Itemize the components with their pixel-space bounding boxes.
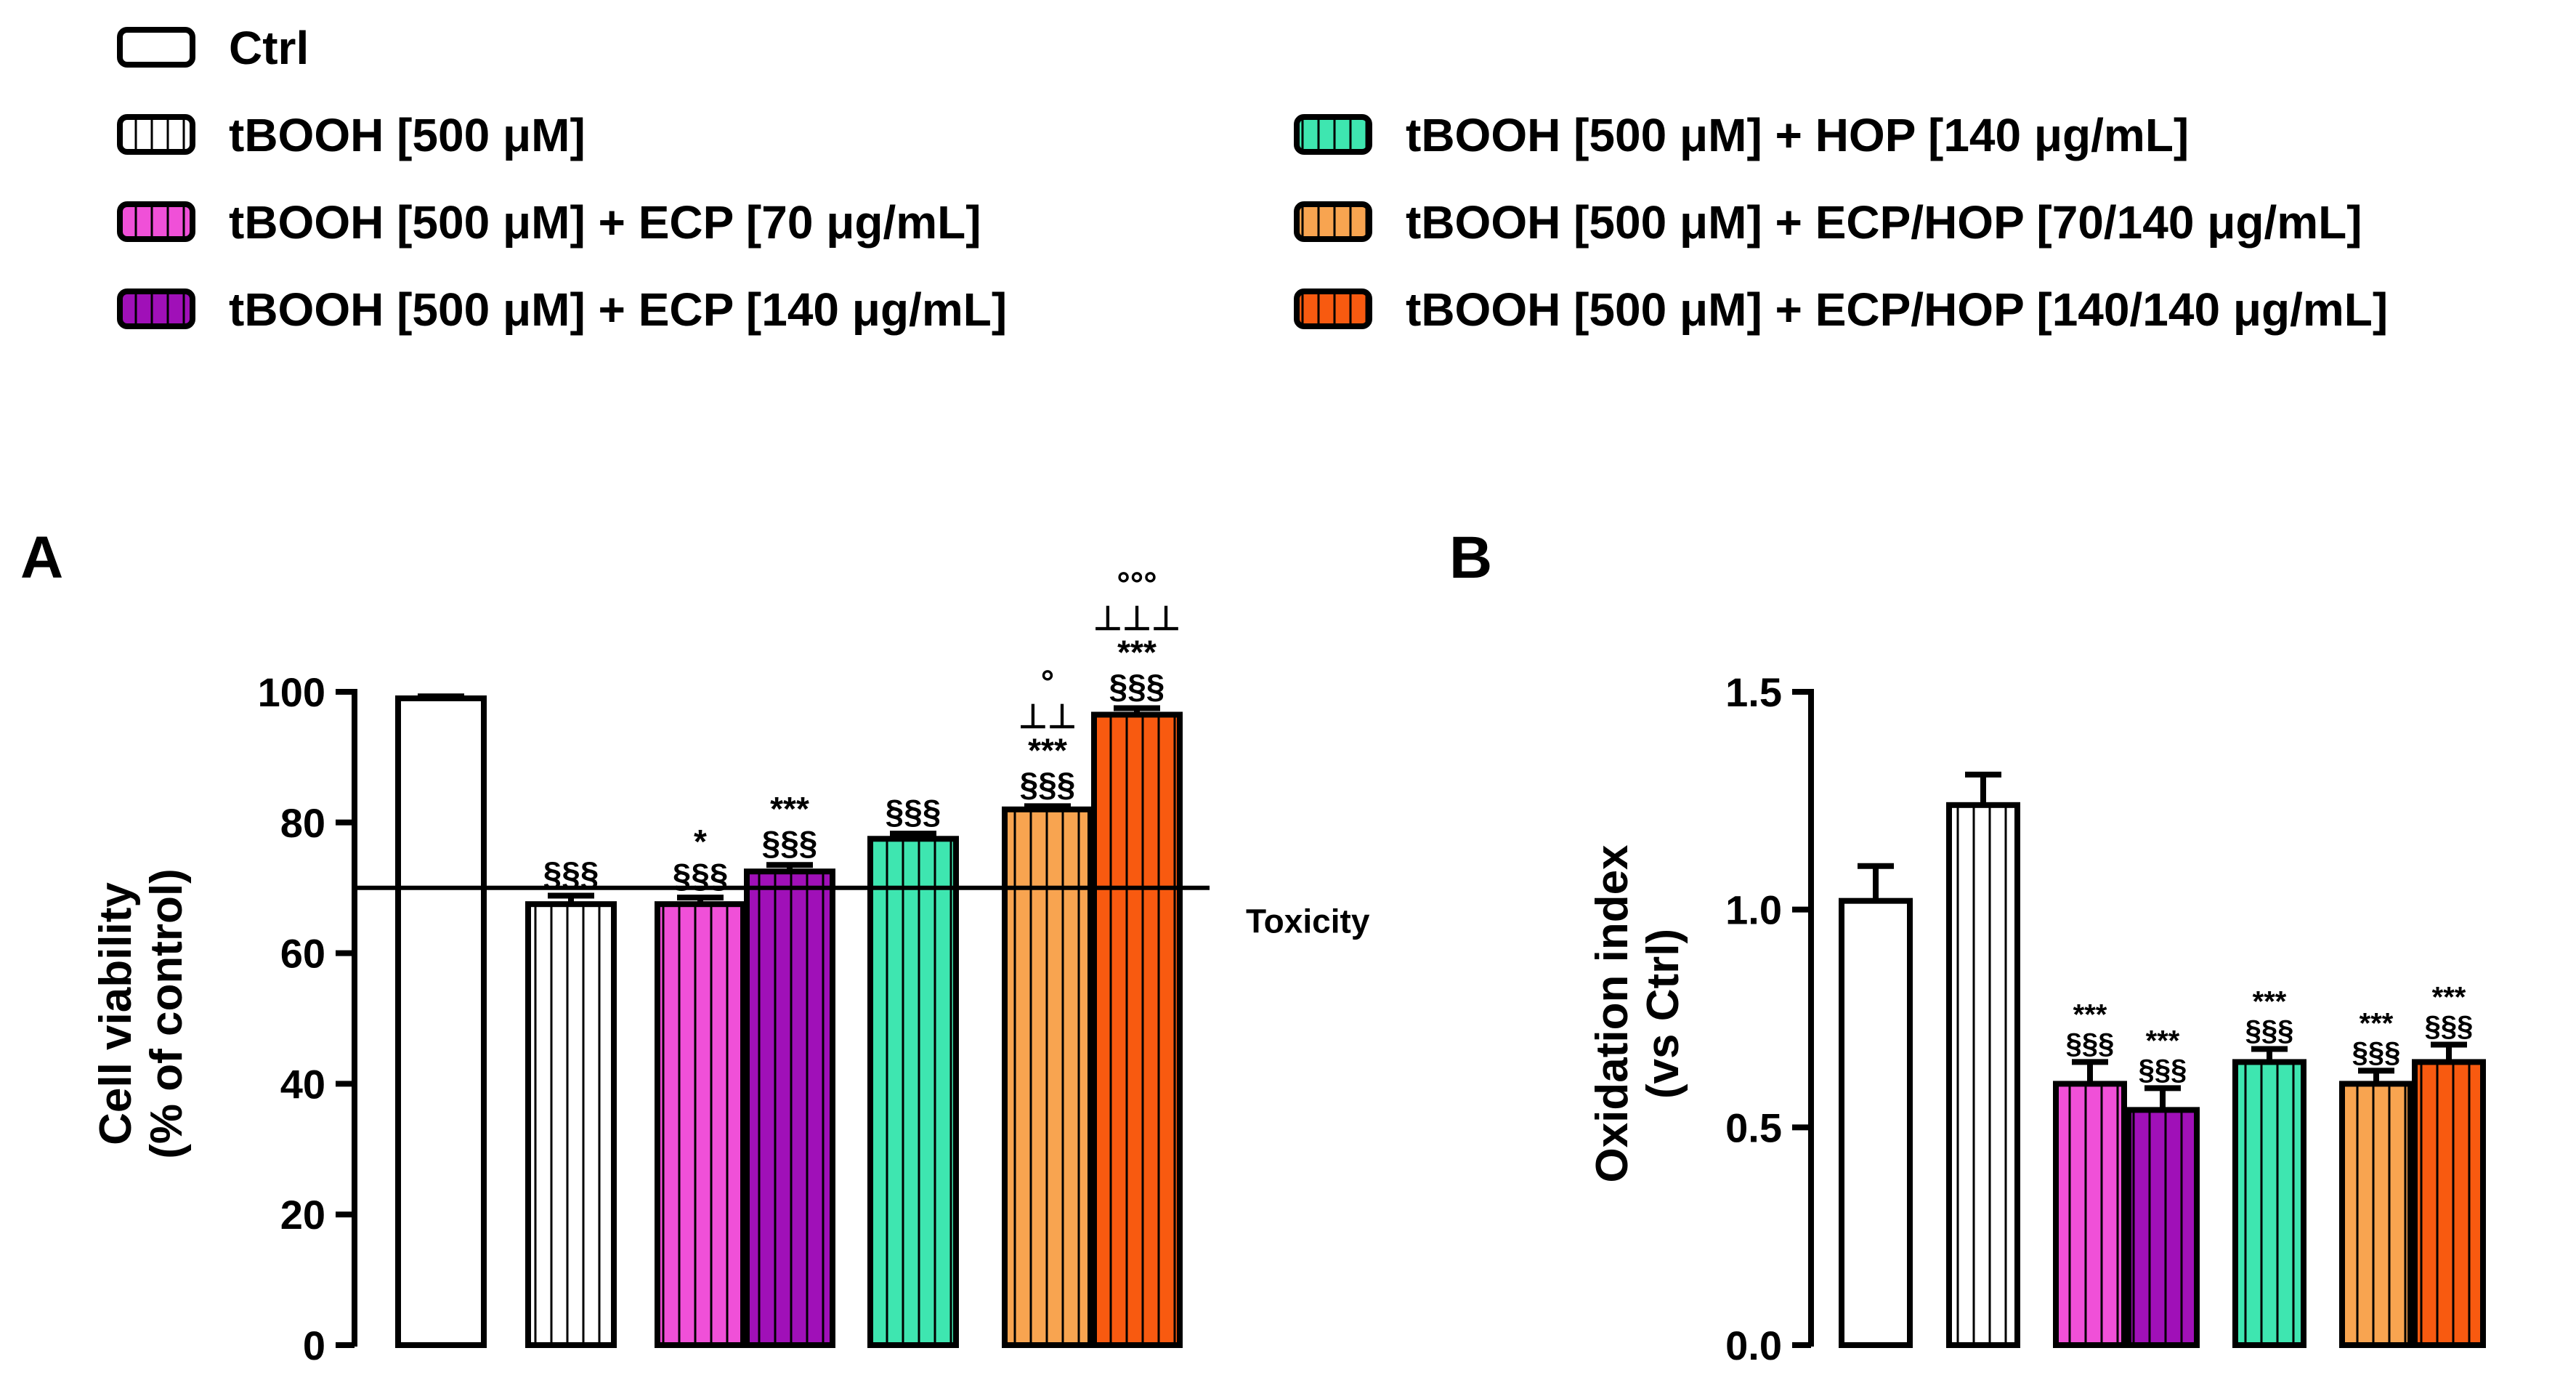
significance-label: *** [2432,981,2466,1013]
bar-group: §§§***⊥⊥⊥°°° [1091,565,1183,1348]
panel-b-oxidation-index-chart: B Oxidation index (vs Ctrl) 0.0 0.5 1.0 1.5… [1449,525,2486,1368]
significance-label: *** [2073,998,2107,1030]
bar [1842,900,1910,1345]
bar-stripes [657,904,743,1345]
bar-group: §§§* [655,823,746,1349]
bar-group: §§§*** [2339,1007,2413,1349]
panel-a-y-axis-title-line1: Cell viability [91,882,141,1145]
bar-stripes [2235,1062,2304,1345]
significance-label: §§§ [2352,1036,2401,1068]
bar-group: §§§ [525,855,617,1349]
legend-item: Ctrl [117,22,309,74]
bar-group: §§§***⊥⊥° [1002,663,1093,1348]
significance-label: ⊥⊥⊥ [1093,599,1180,637]
bar-stripes [1094,714,1180,1345]
bar-group [1839,863,1913,1349]
y-tick-label: 1.5 [1725,669,1782,715]
significance-label: *** [770,790,809,828]
bar-group: §§§*** [744,790,835,1348]
significance-label: *** [2146,1025,2180,1057]
legend-label: tBOOH [500 μM] + ECP [70 μg/mL] [229,196,981,249]
y-tick-label: 0 [303,1323,325,1368]
legend: Ctrl tBOOH [500 μM] tBOOH [500 μM] + ECP [… [117,22,2388,336]
y-tick-label: 20 [280,1192,325,1238]
significance-label: ⊥⊥ [1018,697,1077,735]
legend-item: tBOOH [500 μM] + ECP [140 μg/mL] [117,283,1007,336]
bar [398,698,484,1345]
significance-label: *** [2253,985,2287,1017]
bar-stripes [528,904,614,1345]
legend-label: tBOOH [500 μM] [229,109,586,161]
bar-stripes [2342,1084,2410,1345]
panel-a-label: A [20,525,63,591]
significance-label: §§§ [2425,1010,2474,1042]
panel-b-y-axis-title-line1: Oxidation index [1587,844,1637,1183]
legend-label: tBOOH [500 μM] + ECP/HOP [140/140 μg/mL] [1406,283,2388,336]
legend-swatch-stripes [1300,207,1366,236]
significance-label: * [694,823,707,860]
legend-swatch-stripes [1300,294,1366,323]
legend-item: tBOOH [500 μM] + ECP [70 μg/mL] [117,196,981,249]
bar-stripes [1949,804,2017,1345]
legend-label: tBOOH [500 μM] + HOP [140 μg/mL] [1406,109,2189,161]
significance-label: ° [1041,663,1054,701]
bar-group: §§§*** [2053,998,2127,1349]
legend-item: tBOOH [500 μM] + HOP [140 μg/mL] [1294,109,2189,161]
significance-label: §§§ [1020,765,1076,803]
significance-label: §§§ [1109,667,1165,705]
bar-stripes [2129,1110,2197,1345]
legend-swatch-stripes [123,207,190,236]
legend-swatch-stripes [1300,120,1366,149]
toxicity-label: Toxicity [1246,903,1370,940]
legend-swatch [117,27,195,68]
significance-label: °°° [1117,565,1157,602]
y-tick-label: 80 [280,800,325,846]
significance-label: *** [1117,633,1157,671]
significance-label: §§§ [2139,1054,2187,1086]
y-tick-label: 0.0 [1725,1323,1782,1368]
bar-stripes [870,839,956,1345]
y-tick-label: 100 [258,669,325,715]
y-tick-label: 0.5 [1725,1105,1782,1150]
bar-stripes [2056,1084,2124,1345]
y-tick-label: 40 [280,1061,325,1107]
panel-b-label: B [1449,525,1492,591]
legend-label: tBOOH [500 μM] + ECP/HOP [70/140 μg/mL] [1406,196,2362,249]
bar-group [395,693,487,1348]
panel-a-y-axis-title-line2: (% of control) [142,868,192,1159]
legend-item: tBOOH [500 μM] + ECP/HOP [70/140 μg/mL] [1294,196,2362,249]
legend-swatch-stripes [123,294,190,323]
bar-stripes [2415,1062,2483,1345]
bar-group: §§§*** [2412,981,2486,1349]
y-tick-label: 1.0 [1725,887,1782,933]
legend-label: Ctrl [229,22,309,74]
legend-item: tBOOH [500 μM] [117,109,586,161]
legend-swatch-stripes [123,120,190,149]
panel-b-y-axis-title-line2: (vs Ctrl) [1638,929,1688,1099]
bar-group: §§§*** [2232,985,2306,1349]
significance-label: §§§ [2245,1014,2294,1046]
panel-b-marks: 0.00.51.01.5§§§***§§§*** §§§***§§§*** §§§*… [1725,669,2486,1368]
legend-label: tBOOH [500 μM] + ECP [140 μg/mL] [229,283,1007,336]
significance-label: §§§ [886,793,941,831]
bar-group: §§§*** [2126,1025,2200,1348]
bar-stripes [747,871,833,1345]
legend-item: tBOOH [500 μM] + ECP/HOP [140/140 μg/mL] [1294,283,2388,336]
bar-group: §§§ [867,793,959,1348]
significance-label: *** [2360,1007,2394,1039]
y-tick-label: 60 [280,931,325,977]
significance-label: §§§ [762,824,818,862]
significance-label: *** [1028,731,1067,769]
significance-label: §§§ [2066,1028,2115,1060]
bar-group [1946,771,2020,1348]
bar-stripes [1005,809,1090,1345]
panel-a-cell-viability-chart: A Cell viability (% of control) 0 20 40 60 8… [20,525,1370,1368]
